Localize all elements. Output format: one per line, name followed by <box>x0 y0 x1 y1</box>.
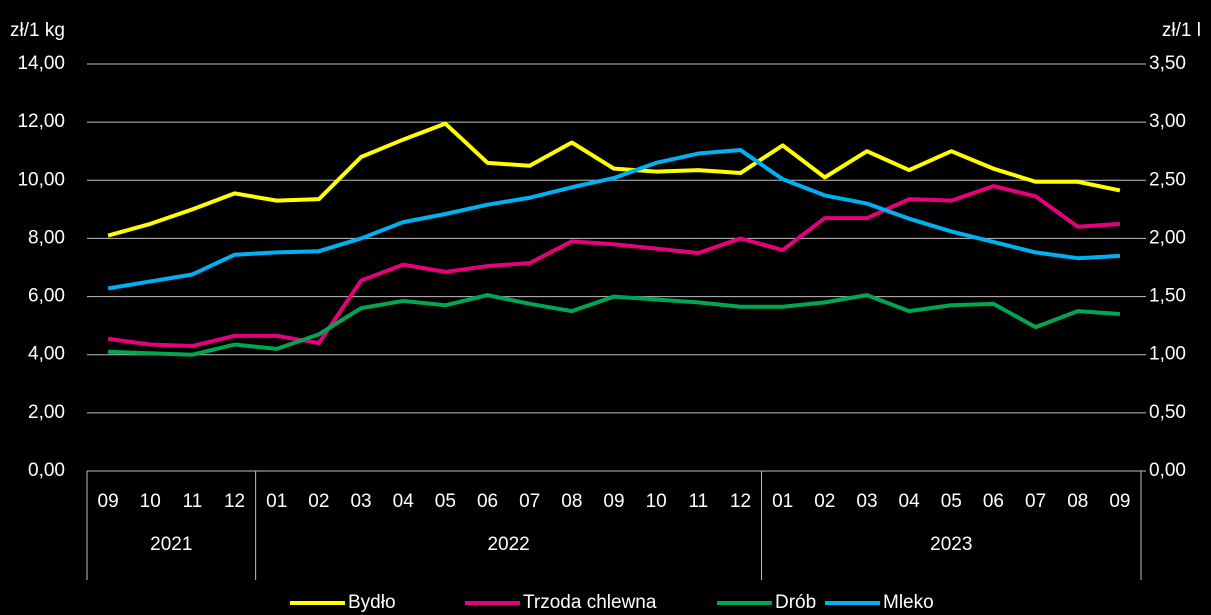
x-tick-label: 10 <box>646 491 667 512</box>
y2-tick-label: 2,50 <box>1149 169 1186 190</box>
y-tick-label: 8,00 <box>28 227 65 248</box>
x-tick-label: 01 <box>772 491 793 512</box>
y2-tick-label: 1,50 <box>1149 286 1186 307</box>
y-tick-label: 10,00 <box>17 169 65 190</box>
legend-label: Mleko <box>883 592 934 613</box>
y2-tick-label: 2,00 <box>1149 227 1186 248</box>
series-line <box>107 148 1121 291</box>
x-tick-label: 03 <box>350 491 371 512</box>
x-tick-label: 05 <box>941 491 962 512</box>
y2-tick-label: 0,00 <box>1149 460 1186 481</box>
x-tick-label: 06 <box>477 491 498 512</box>
x-tick-label: 09 <box>98 491 119 512</box>
x-tick-label: 03 <box>856 491 877 512</box>
y2-tick-label: 0,50 <box>1149 402 1186 423</box>
legend-label: Trzoda chlewna <box>523 592 657 613</box>
y-axis-label: zł/1 kg <box>10 20 65 41</box>
series-line <box>108 293 1121 357</box>
x-group-label: 2021 <box>150 534 192 555</box>
x-tick-label: 09 <box>1109 491 1130 512</box>
x-tick-label: 02 <box>814 491 835 512</box>
x-tick-label: 11 <box>183 491 203 512</box>
x-tick-label: 07 <box>519 491 540 512</box>
x-tick-label: 05 <box>435 491 456 512</box>
x-tick-label: 07 <box>1025 491 1046 512</box>
y-tick-label: 14,00 <box>17 53 65 74</box>
x-tick-label: 02 <box>308 491 329 512</box>
series-line <box>107 184 1121 348</box>
x-tick-label: 08 <box>1067 491 1088 512</box>
x-tick-label: 12 <box>224 491 245 512</box>
x-tick-label: 04 <box>899 491 921 512</box>
x-group-label: 2023 <box>930 534 972 555</box>
legend-label: Drób <box>775 592 816 613</box>
y-tick-label: 2,00 <box>28 402 65 423</box>
x-tick-label: 09 <box>603 491 624 512</box>
legend-label: Bydło <box>348 592 396 613</box>
y-tick-label: 0,00 <box>28 460 65 481</box>
x-tick-label: 01 <box>266 491 287 512</box>
y2-tick-label: 3,00 <box>1149 111 1186 132</box>
y2-axis-label: zł/1 l <box>1162 20 1201 41</box>
y-tick-label: 12,00 <box>17 111 65 132</box>
y2-tick-label: 1,00 <box>1149 344 1186 365</box>
x-tick-label: 04 <box>393 491 415 512</box>
x-tick-label: 11 <box>688 491 708 512</box>
x-group-label: 2022 <box>487 534 529 555</box>
y2-tick-label: 3,50 <box>1149 53 1186 74</box>
x-tick-label: 08 <box>561 491 582 512</box>
x-tick-label: 10 <box>140 491 161 512</box>
series-line <box>107 121 1121 238</box>
x-tick-label: 12 <box>730 491 751 512</box>
y-tick-label: 6,00 <box>28 286 65 307</box>
y-tick-label: 4,00 <box>28 344 65 365</box>
x-tick-label: 06 <box>983 491 1004 512</box>
